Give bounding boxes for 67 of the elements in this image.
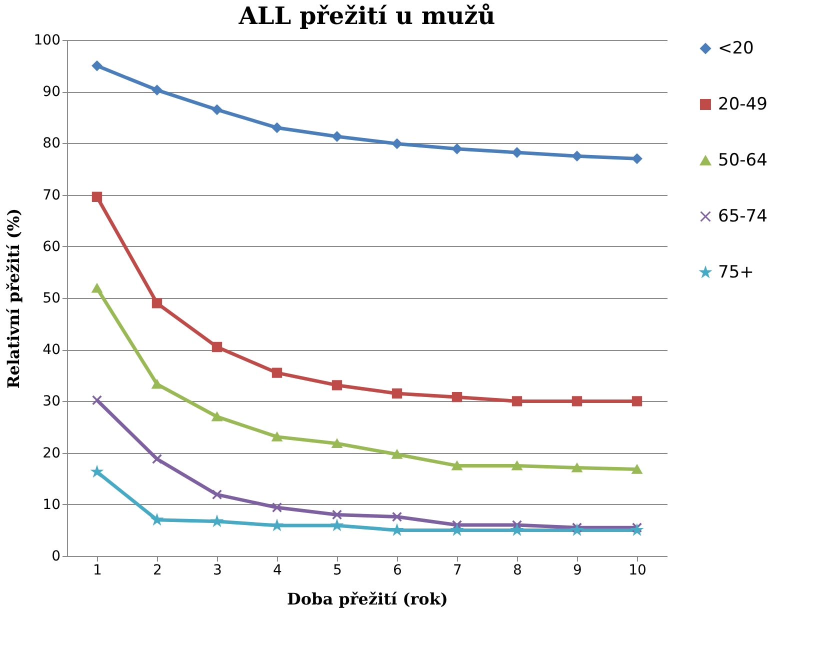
point: [272, 368, 282, 378]
point: [572, 463, 582, 472]
point: [332, 438, 342, 448]
point: [92, 395, 102, 406]
y-tick-label: 20: [42, 445, 60, 462]
x-tick-label: 9: [573, 562, 582, 578]
x-axis-title: Doba přežití (rok): [287, 590, 448, 608]
point: [92, 192, 102, 202]
point: [512, 461, 522, 470]
y-tick-label: 100: [34, 32, 60, 48]
point: [212, 412, 222, 422]
x-tick-label: 10: [628, 562, 646, 578]
point: [512, 147, 522, 158]
x-tick-label: 1: [93, 562, 102, 578]
y-tick-label: 60: [42, 238, 60, 255]
point: [392, 450, 402, 459]
point: [452, 392, 462, 402]
y-tick-label: 90: [42, 84, 60, 100]
point: [92, 284, 102, 293]
y-tick-label: 50: [42, 290, 60, 306]
x-tick-label: 6: [393, 562, 402, 578]
point: [332, 510, 342, 520]
x-tick-label: 8: [513, 562, 522, 578]
point: [392, 512, 402, 522]
y-axis-title: Relativní přežití (%): [4, 208, 23, 389]
point: [272, 122, 282, 133]
point: [92, 60, 102, 71]
point: [212, 104, 222, 115]
point: [332, 380, 342, 390]
y-tick-label: 80: [42, 136, 60, 152]
point: [272, 502, 282, 513]
point: [632, 396, 642, 406]
point: [632, 154, 642, 164]
y-tick-label: 70: [42, 187, 60, 204]
chart-title: ALL přežití u mužů: [238, 1, 496, 30]
point: [572, 151, 582, 162]
point: [272, 432, 282, 442]
legend-label: 50-64: [718, 150, 768, 170]
point: [152, 84, 162, 96]
point: [332, 131, 342, 142]
point: [452, 144, 462, 154]
x-tick-label: 2: [153, 562, 162, 578]
point: [632, 522, 642, 533]
legend-label: 75+: [718, 262, 754, 282]
x-tick-label: 4: [273, 562, 282, 578]
point: [452, 461, 462, 470]
point: [572, 396, 582, 406]
y-tick-label: 10: [42, 496, 60, 513]
x-tick-label: 3: [213, 562, 222, 578]
point: [152, 380, 162, 389]
y-tick-label: 0: [52, 548, 60, 564]
point: [152, 298, 162, 308]
point: [212, 490, 222, 500]
point: [392, 388, 402, 399]
point: [212, 342, 222, 352]
point: [512, 396, 522, 406]
legend-label: 65-74: [718, 206, 768, 226]
point: [392, 138, 402, 149]
y-tick-label: 30: [42, 394, 60, 410]
legend-label: 20-49: [718, 94, 768, 114]
point: [572, 522, 582, 533]
legend-label: <20: [718, 38, 754, 58]
x-tick-label: 7: [453, 562, 462, 578]
x-tick-label: 5: [333, 562, 342, 578]
point: [632, 464, 642, 474]
point: [152, 454, 162, 464]
y-tick-label: 40: [42, 342, 60, 358]
